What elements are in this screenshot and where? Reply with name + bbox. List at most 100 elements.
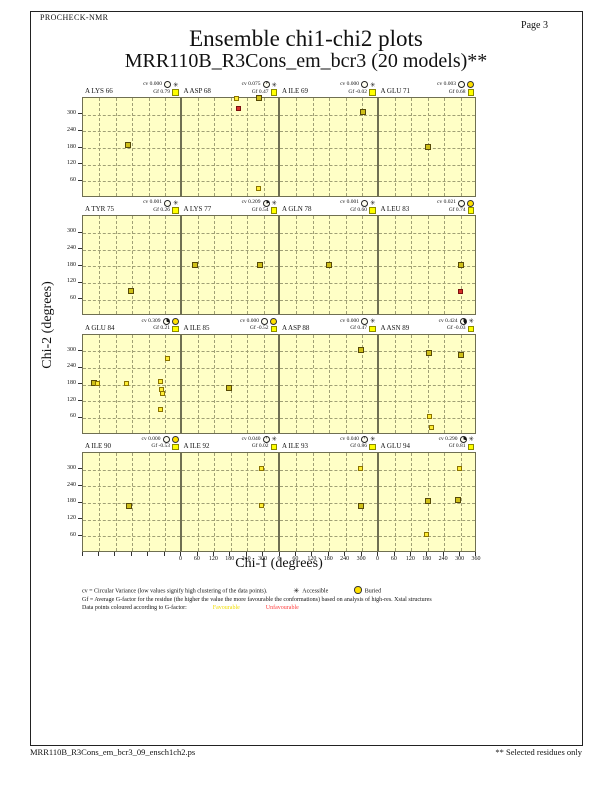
gridline-horizontal bbox=[378, 131, 475, 133]
residue-label: A GLU 94 bbox=[380, 441, 411, 450]
y-tick-label: 300 bbox=[67, 346, 76, 353]
data-point bbox=[429, 425, 435, 431]
x-tick bbox=[163, 551, 165, 556]
gridline-vertical bbox=[115, 98, 117, 196]
subplot-stats: cv 0.040 ✳ Gf 0.02 bbox=[242, 436, 277, 451]
x-tick-label: 60 bbox=[292, 555, 299, 562]
gridline-horizontal bbox=[83, 367, 180, 369]
legend-cv-text: cv = Circular Variance (low values signi… bbox=[82, 588, 268, 595]
x-tick bbox=[311, 551, 313, 556]
subplot-header: A ILE 69 cv 0.000 ✳ Gf -0.02 bbox=[279, 78, 378, 96]
gridline-vertical bbox=[247, 216, 249, 315]
subplot-stats: cv 0.040 ✳ Gf 0.86 bbox=[340, 435, 376, 451]
gf-color-swatch bbox=[369, 443, 376, 451]
gf-line: Gf 0.74 bbox=[437, 207, 474, 215]
gf-line: Gf 0.86 bbox=[340, 443, 376, 451]
subplot-a-lys-77 bbox=[180, 215, 279, 316]
gridline-vertical bbox=[99, 98, 101, 196]
cv-line: cv 0.040 ✳ bbox=[242, 436, 277, 444]
gridline-vertical bbox=[345, 334, 347, 433]
gridline-vertical bbox=[362, 98, 364, 196]
subplot-stats: cv 0.000 ✳ Gf -0.02 bbox=[340, 81, 376, 96]
gridline-vertical bbox=[444, 334, 446, 433]
accessible-icon: ✳ bbox=[370, 435, 376, 444]
y-tick-label: 60 bbox=[70, 413, 76, 420]
gridline-horizontal bbox=[181, 486, 278, 488]
gf-line: Gf -0.52 bbox=[240, 325, 277, 333]
y-tick bbox=[78, 146, 82, 148]
gf-value: Gf 0.21 bbox=[153, 325, 170, 332]
cv-value: cv 0.001 bbox=[143, 199, 163, 206]
gridline-vertical bbox=[444, 452, 446, 551]
gridline-vertical bbox=[115, 334, 117, 433]
data-point bbox=[124, 380, 130, 386]
gf-line: Gf 0.47 bbox=[340, 325, 376, 333]
gf-color-swatch bbox=[369, 207, 376, 214]
subplot-stats: cv 0.075 ✳ Gf 0.47 bbox=[242, 81, 277, 96]
gf-value: Gf -0.02 bbox=[348, 88, 367, 95]
cv-line: cv 0.021 bbox=[437, 199, 474, 207]
gridline-vertical bbox=[411, 98, 413, 196]
gridline-vertical bbox=[230, 452, 232, 551]
gridline-vertical bbox=[460, 98, 462, 196]
x-tick-label: 180 bbox=[225, 555, 235, 562]
gf-color-swatch bbox=[467, 207, 474, 214]
gridline-horizontal bbox=[280, 181, 377, 183]
subplot-a-tyr-75 bbox=[82, 215, 181, 316]
legend-line-gf: Gf = Average G-factor for the residue (t… bbox=[82, 596, 552, 604]
x-tick bbox=[81, 551, 83, 556]
subplot-a-gln-78 bbox=[279, 215, 378, 316]
subplot-stats: cv 0.000 ✳ Gf 0.47 bbox=[340, 318, 376, 333]
gridline-horizontal bbox=[83, 299, 180, 301]
accessible-icon: ✳ bbox=[468, 435, 474, 444]
gridline-horizontal bbox=[280, 148, 377, 149]
x-tick-label: 240 bbox=[241, 555, 251, 562]
data-point bbox=[192, 261, 199, 268]
gf-line: Gf -0.53 bbox=[142, 443, 179, 451]
subplot-header: A LYS 77 cv 0.209 ✳ Gf 0.54 bbox=[181, 196, 280, 214]
residue-label: A LYS 77 bbox=[183, 205, 212, 214]
x-tick bbox=[393, 551, 395, 556]
gridline-horizontal bbox=[83, 519, 180, 521]
gf-value: Gf 0.26 bbox=[153, 206, 170, 213]
x-tick bbox=[130, 551, 132, 556]
data-point bbox=[457, 352, 464, 359]
residue-label: A ILE 85 bbox=[183, 323, 210, 332]
gridline-vertical bbox=[165, 216, 167, 315]
subplot-header: A ILE 85 cv 0.000 Gf -0.52 bbox=[181, 315, 280, 333]
cv-clock-icon bbox=[361, 199, 369, 207]
gridline-horizontal bbox=[378, 519, 475, 521]
subplot-stats: cv 0.000 Gf -0.53 bbox=[142, 436, 179, 451]
gridline-horizontal bbox=[83, 351, 180, 353]
x-tick bbox=[196, 551, 198, 556]
y-tick bbox=[78, 383, 82, 385]
gridline-horizontal bbox=[280, 536, 377, 538]
y-tick-label: 180 bbox=[67, 498, 76, 505]
gridline-vertical bbox=[263, 334, 265, 433]
cv-value: cv 0.424 bbox=[438, 317, 458, 324]
cv-clock-icon bbox=[458, 199, 465, 207]
gridline-vertical bbox=[296, 334, 298, 433]
gridline-horizontal bbox=[181, 148, 278, 149]
subplot-header: A GLU 94 cv 0.290 ✳ Gf 0.81 bbox=[378, 433, 477, 451]
data-point bbox=[257, 261, 264, 268]
gridline-vertical bbox=[263, 216, 265, 315]
legend-line-colour: Data points coloured according to G-fact… bbox=[82, 604, 552, 612]
x-tick bbox=[377, 551, 378, 556]
x-tick-label: 180 bbox=[422, 555, 432, 562]
gf-color-swatch bbox=[172, 207, 179, 214]
gridline-horizontal bbox=[378, 114, 475, 116]
data-point bbox=[126, 503, 133, 510]
data-point bbox=[357, 346, 364, 353]
gridline-vertical bbox=[345, 452, 347, 551]
gf-color-swatch bbox=[270, 89, 277, 96]
gridline-vertical bbox=[230, 98, 232, 196]
accessible-icon: ✳ bbox=[173, 198, 179, 207]
gridline-horizontal bbox=[181, 536, 278, 538]
x-tick-label: 60 bbox=[390, 555, 397, 562]
y-tick-label: 180 bbox=[67, 380, 76, 387]
gridline-vertical bbox=[99, 452, 101, 551]
gridline-horizontal bbox=[83, 249, 180, 251]
y-tick bbox=[78, 129, 82, 131]
